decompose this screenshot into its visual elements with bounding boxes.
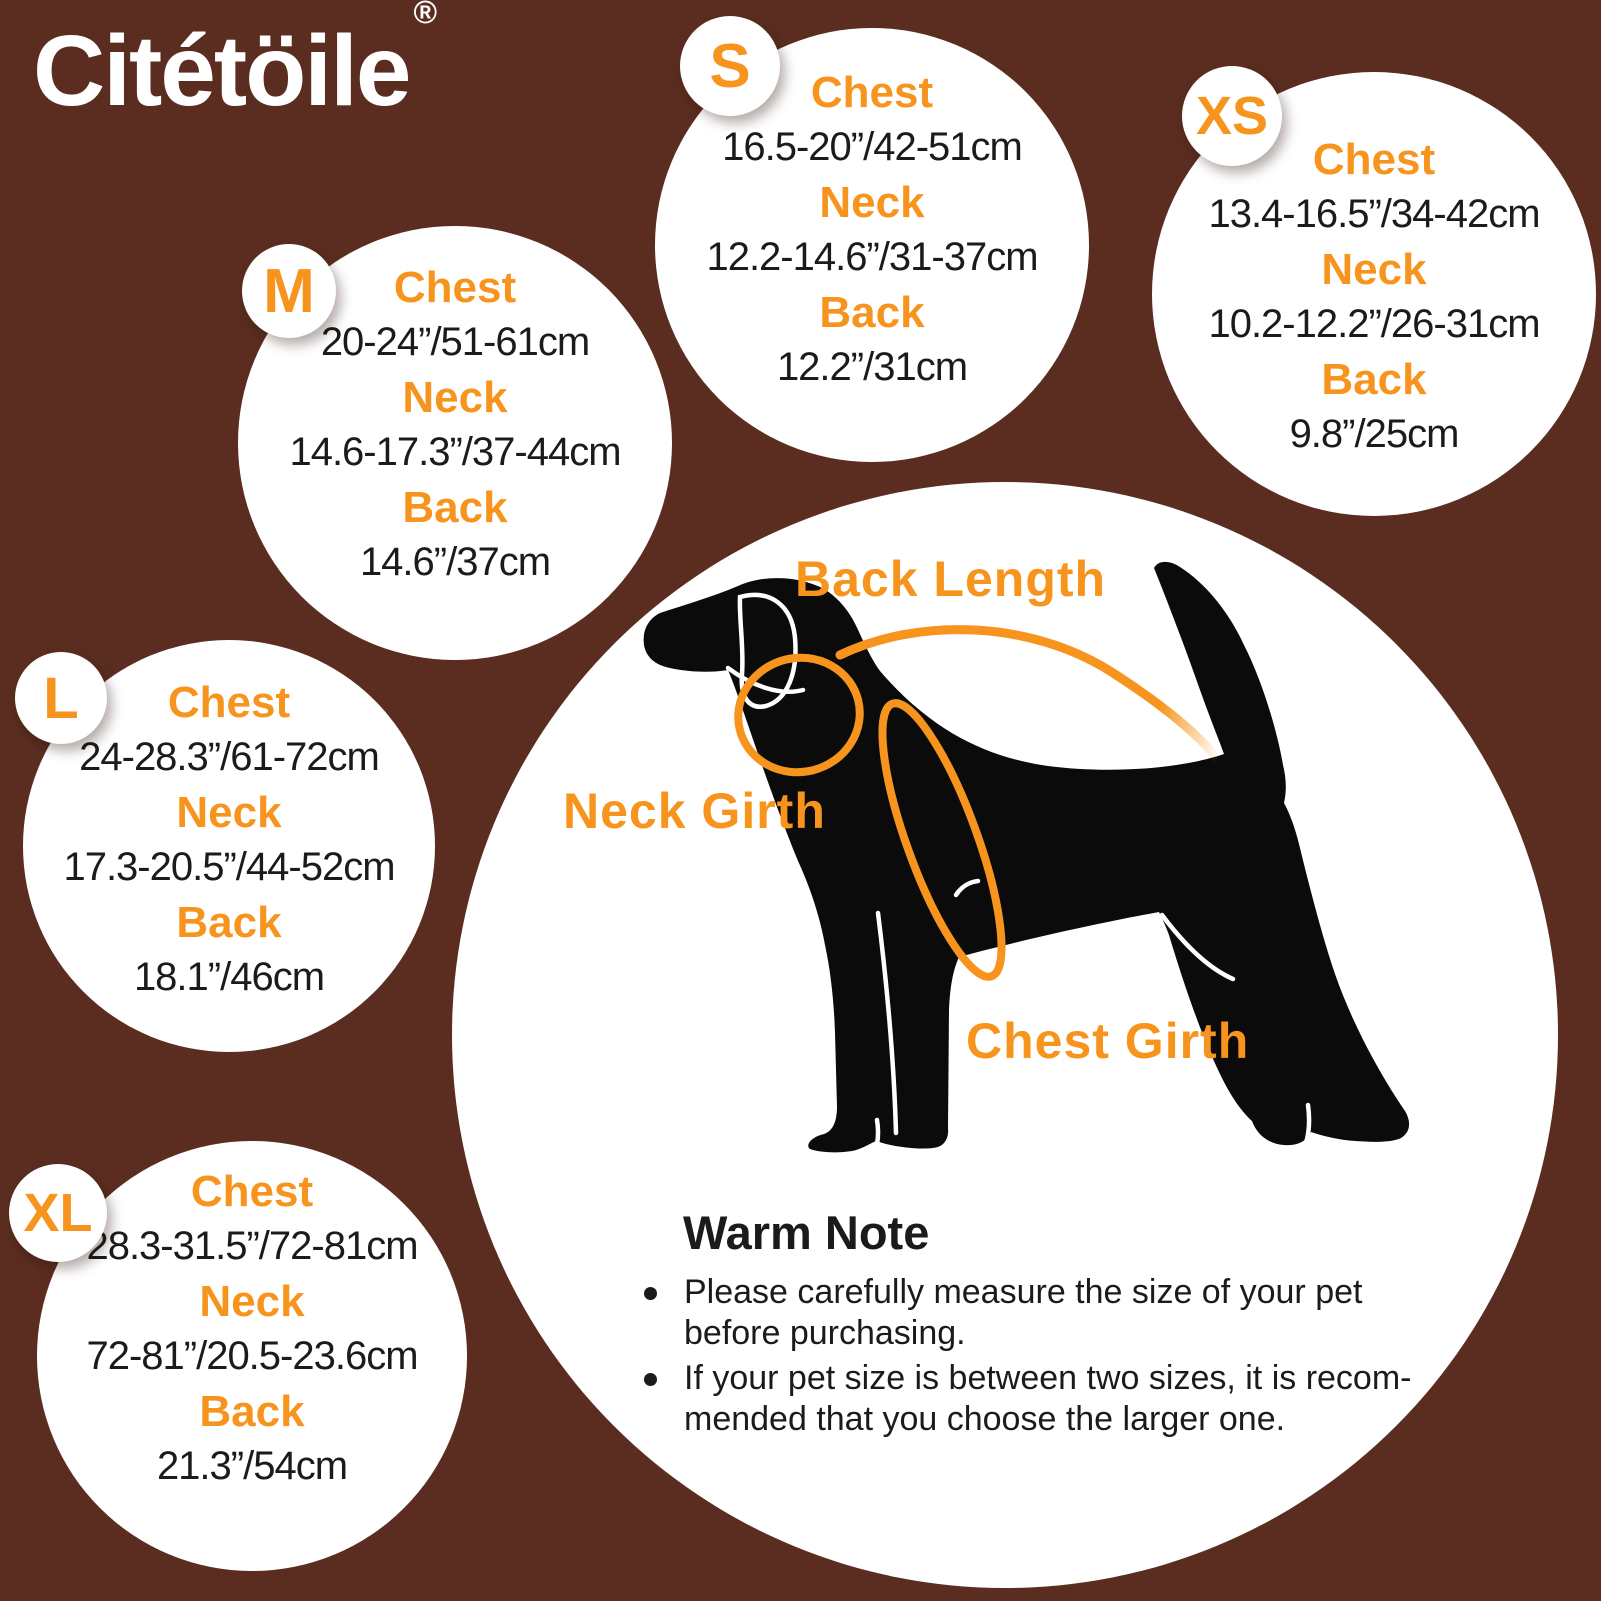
- back-label: Back: [1321, 355, 1427, 404]
- size-badge-m: M: [242, 244, 336, 338]
- size-code: L: [43, 665, 79, 731]
- hind-thigh-line: [1159, 912, 1236, 982]
- chest-label: Chest: [190, 1167, 314, 1216]
- front-paw-separation-line: [873, 1117, 881, 1152]
- back-label: Back: [819, 288, 925, 337]
- size-code: M: [263, 256, 315, 326]
- neck-label: Neck: [176, 788, 282, 837]
- chest-value: 24-28.3”/61-72cm: [79, 735, 380, 779]
- warm-note-line: before purchasing.: [684, 1314, 966, 1352]
- warm-note-line: Please carefully measure the size of you…: [684, 1273, 1363, 1311]
- dog-diagram: [640, 555, 1490, 1155]
- warm-note-line: If your pet size is between two sizes, i…: [684, 1359, 1412, 1397]
- size-l-measurements: Chest 24-28.3”/61-72cm Neck 17.3-20.5”/4…: [23, 675, 435, 1005]
- bullet-dot-icon: [644, 1373, 657, 1386]
- warm-note-item: If your pet size is between two sizes, i…: [644, 1358, 1424, 1440]
- neck-label: Neck: [819, 178, 925, 227]
- warm-note-title: Warm Note: [683, 1206, 930, 1259]
- chest-value: 13.4-16.5”/34-42cm: [1208, 192, 1540, 236]
- dog-silhouette: [643, 561, 1410, 1153]
- registered-trademark-icon: ®: [413, 0, 438, 30]
- back-value: 12.2”/31cm: [776, 345, 968, 389]
- hind-paw-separation-line: [1303, 1102, 1312, 1146]
- size-circle-s: Chest 16.5-20”/42-51cm Neck 12.2-14.6”/3…: [655, 28, 1089, 462]
- size-badge-xs: XS: [1182, 66, 1282, 166]
- neck-girth-ring: [734, 653, 864, 777]
- chest-value: 20-24”/51-61cm: [320, 320, 590, 364]
- size-badge-l: L: [15, 652, 107, 744]
- back-length-label: Back Length: [795, 551, 1107, 607]
- size-m-measurements: Chest 20-24”/51-61cm Neck 14.6-17.3”/37-…: [238, 260, 672, 590]
- back-value: 21.3”/54cm: [156, 1444, 348, 1488]
- size-code: XL: [23, 1183, 93, 1243]
- chest-label: Chest: [1312, 135, 1436, 184]
- size-badge-s: S: [680, 16, 780, 116]
- back-label: Back: [402, 483, 508, 532]
- chest-value: 16.5-20”/42-51cm: [722, 125, 1023, 169]
- neck-label: Neck: [1321, 245, 1427, 294]
- neck-value: 12.2-14.6”/31-37cm: [706, 235, 1038, 279]
- measurement-diagram-circle: [452, 482, 1558, 1588]
- warm-note-line: mended that you choose the larger one.: [684, 1400, 1286, 1438]
- size-xs-measurements: Chest 13.4-16.5”/34-42cm Neck 10.2-12.2”…: [1152, 132, 1596, 462]
- warm-note-text: Please carefully measure the size of you…: [684, 1272, 1362, 1354]
- back-label: Back: [199, 1387, 305, 1436]
- back-length-arc: [835, 625, 1223, 765]
- neck-girth-label: Neck Girth: [563, 783, 826, 839]
- neck-value: 14.6-17.3”/37-44cm: [289, 430, 621, 474]
- size-badge-xl: XL: [9, 1164, 107, 1262]
- chest-leg-line: [953, 878, 981, 898]
- brand-name: Citétöile: [33, 15, 411, 127]
- size-circle-xl: Chest 28.3-31.5”/72-81cm Neck 72-81”/20.…: [37, 1141, 467, 1571]
- bullet-dot-icon: [644, 1287, 657, 1300]
- warm-note-list: Please carefully measure the size of you…: [644, 1272, 1424, 1440]
- dog-body-path: [643, 561, 1410, 1153]
- chest-label: Chest: [810, 68, 934, 117]
- front-leg-separation-line: [875, 910, 899, 1136]
- warm-note-item: Please carefully measure the size of you…: [644, 1272, 1424, 1354]
- neck-value: 10.2-12.2”/26-31cm: [1208, 302, 1540, 346]
- dog-ear-outline: [737, 592, 798, 709]
- size-s-measurements: Chest 16.5-20”/42-51cm Neck 12.2-14.6”/3…: [655, 65, 1089, 395]
- chest-girth-label: Chest Girth: [966, 1013, 1250, 1069]
- neck-label: Neck: [199, 1277, 305, 1326]
- back-value: 14.6”/37cm: [359, 540, 551, 584]
- dog-jowl-line: [725, 665, 806, 694]
- chest-label: Chest: [393, 263, 517, 312]
- neck-value: 72-81”/20.5-23.6cm: [86, 1334, 418, 1378]
- back-value: 9.8”/25cm: [1289, 412, 1460, 456]
- back-value: 18.1”/46cm: [133, 955, 325, 999]
- size-code: XS: [1195, 86, 1269, 146]
- neck-label: Neck: [402, 373, 508, 422]
- neck-value: 17.3-20.5”/44-52cm: [63, 845, 395, 889]
- warm-note-text: If your pet size is between two sizes, i…: [684, 1358, 1411, 1440]
- brand-logo: Citétöile®: [33, 0, 437, 129]
- chest-value: 28.3-31.5”/72-81cm: [86, 1224, 418, 1268]
- chest-label: Chest: [167, 678, 291, 727]
- back-label: Back: [176, 898, 282, 947]
- size-code: S: [709, 31, 751, 101]
- size-xl-measurements: Chest 28.3-31.5”/72-81cm Neck 72-81”/20.…: [37, 1164, 467, 1494]
- chest-girth-ring: [878, 699, 1006, 981]
